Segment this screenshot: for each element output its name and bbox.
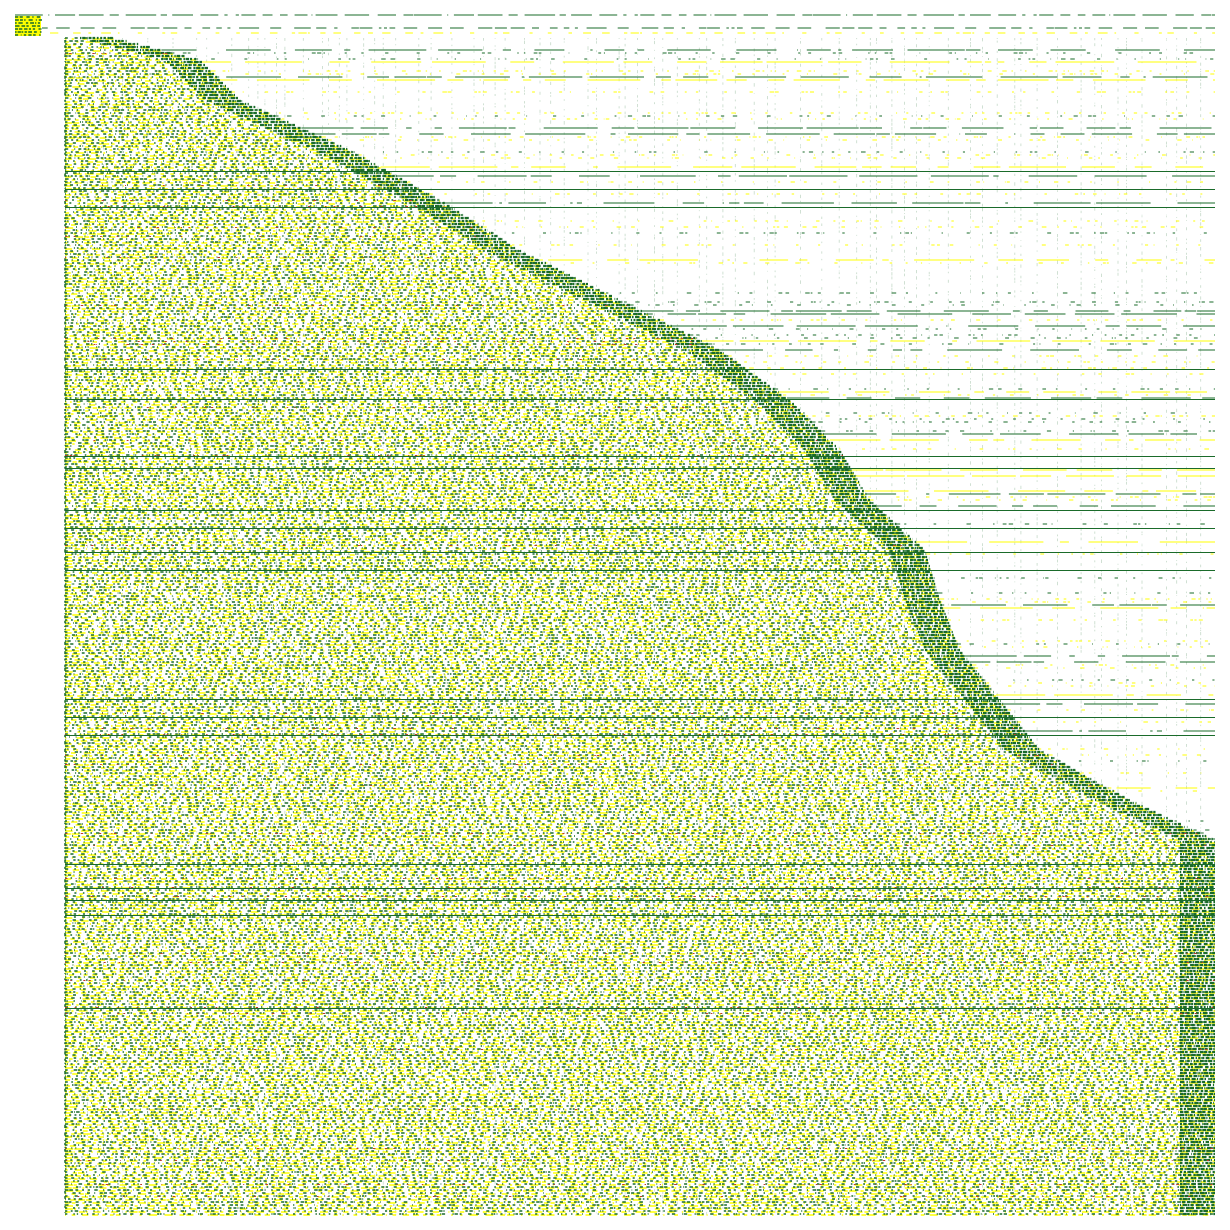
matrix-pattern	[15, 14, 1215, 1216]
page: (() => { const data = JSON.parse(documen…	[15, 14, 1215, 1216]
